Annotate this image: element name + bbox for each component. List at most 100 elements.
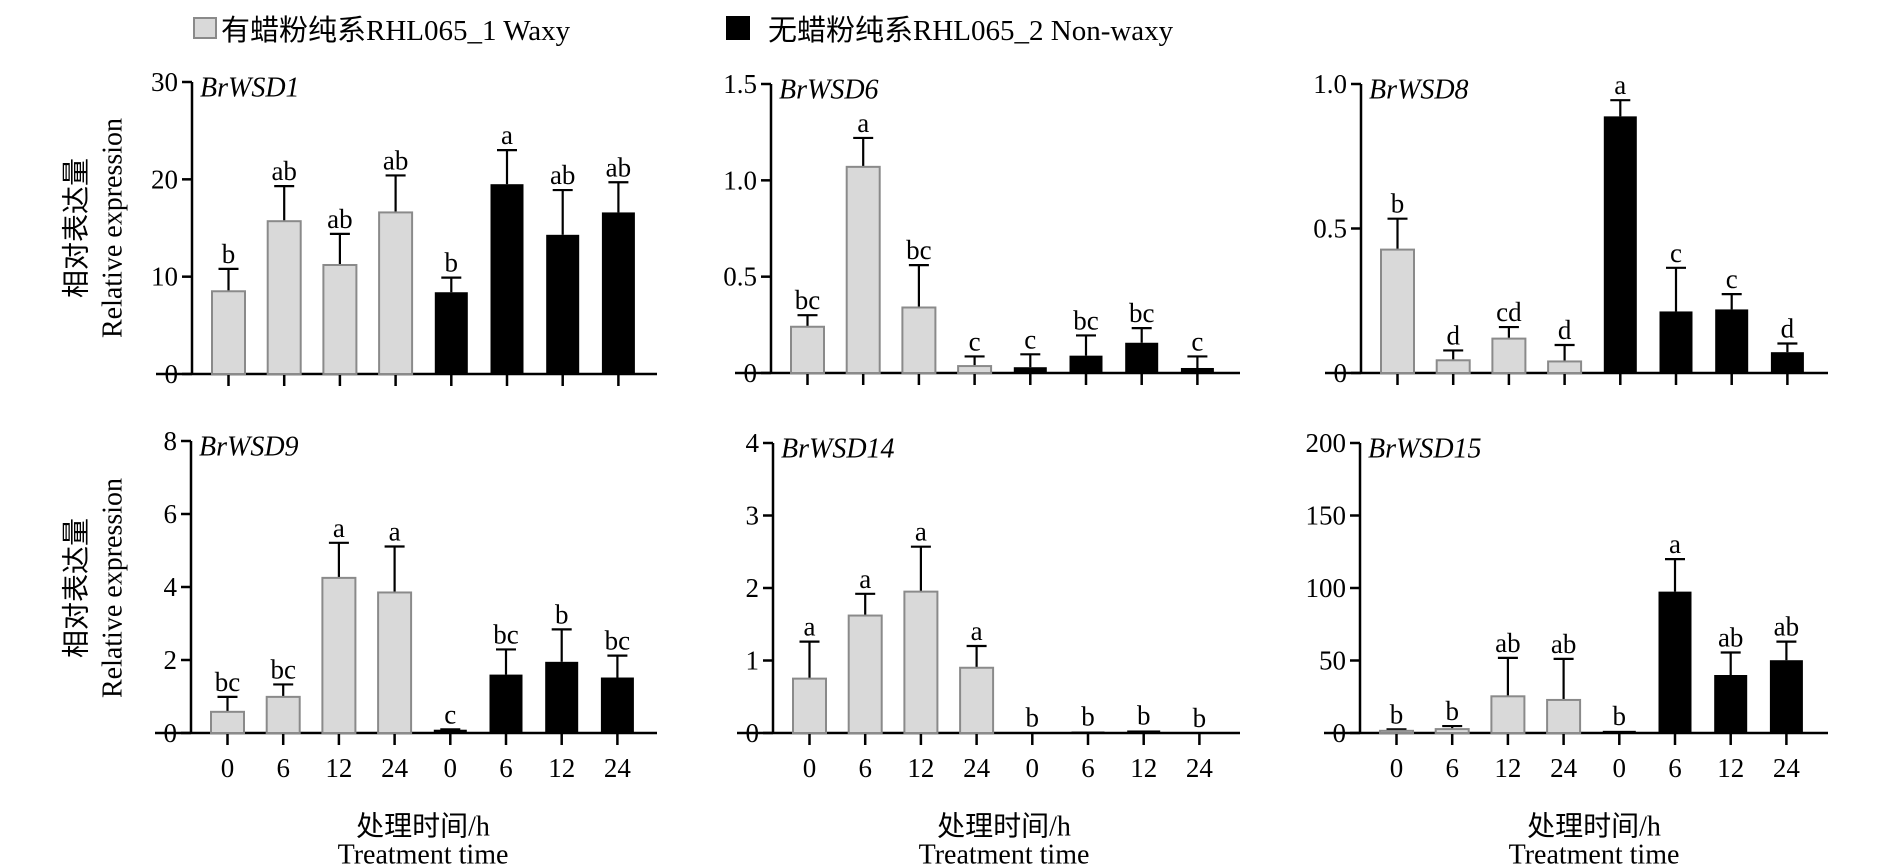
x-tick-label: 6 <box>1445 753 1459 783</box>
bar-nonwaxy <box>1069 355 1103 373</box>
significance-label: bc <box>906 235 932 265</box>
x-label-cn-left: 处理时间/h <box>356 811 490 843</box>
x-tick-label: 24 <box>1773 753 1801 783</box>
y-axis-label-row1-en: Relative expression <box>98 118 129 338</box>
bar-nonwaxy <box>434 292 468 374</box>
legend-label-waxy: 有蜡粉纯系RHL065_1 Waxy <box>221 15 571 47</box>
bar-waxy <box>845 165 881 374</box>
significance-label: bc <box>605 626 631 656</box>
x-label-cn-right: 处理时间/h <box>1527 811 1661 843</box>
y-tick-label: 0 <box>1334 358 1348 388</box>
y-label-cn: 相对表达量 <box>61 518 93 658</box>
x-label-en-middle: Treatment time <box>919 840 1090 867</box>
y-tick-label: 1.0 <box>723 165 757 195</box>
bar-nonwaxy <box>1715 309 1749 373</box>
y-label-cn: 相对表达量 <box>61 158 93 298</box>
significance-label: b <box>445 248 459 278</box>
bar-nonwaxy <box>600 677 634 733</box>
significance-label: a <box>971 616 983 646</box>
y-tick-label: 0.5 <box>1313 214 1347 244</box>
x-label-en-right: Treatment time <box>1509 840 1680 867</box>
x-label-en-left: Treatment time <box>338 840 509 867</box>
bar-waxy <box>792 677 827 734</box>
bar-nonwaxy <box>546 234 580 374</box>
x-tick-label: 6 <box>499 753 513 783</box>
significance-label: ab <box>550 160 575 190</box>
significance-label: a <box>857 108 869 138</box>
y-tick-label: 50 <box>1319 646 1346 676</box>
significance-label: bc <box>1073 305 1099 335</box>
panel-title: BrWSD15 <box>1368 434 1482 465</box>
significance-label: d <box>1781 314 1795 344</box>
x-tick-label: 24 <box>1550 753 1578 783</box>
x-tick-label: 12 <box>1130 753 1157 783</box>
significance-label: ab <box>271 156 296 186</box>
significance-label: c <box>969 326 981 356</box>
significance-label: ab <box>327 204 352 234</box>
bar-nonwaxy <box>1015 732 1049 733</box>
y-tick-label: 30 <box>151 67 178 97</box>
significance-label: a <box>389 516 401 546</box>
y-tick-label: 100 <box>1306 573 1347 603</box>
bar-nonwaxy <box>1602 730 1636 733</box>
significance-label: a <box>1614 70 1626 100</box>
significance-label: b <box>1390 699 1404 729</box>
bar-waxy <box>847 614 883 734</box>
bar-waxy <box>959 666 995 734</box>
significance-label: c <box>1670 238 1682 268</box>
x-tick-label: 24 <box>1186 753 1214 783</box>
y-tick-label: 2 <box>746 573 760 603</box>
significance-label: ab <box>1551 629 1576 659</box>
y-tick-label: 4 <box>164 572 178 602</box>
x-tick-label: 24 <box>963 753 991 783</box>
bar-waxy <box>377 591 413 734</box>
x-tick-label: 0 <box>1613 753 1627 783</box>
bar-waxy <box>1547 360 1583 375</box>
y-axis-label-row1: 相对表达量 <box>61 158 93 298</box>
bar-waxy <box>1380 248 1415 374</box>
bar-waxy <box>1490 695 1526 735</box>
significance-label: b <box>1137 700 1151 730</box>
bar-nonwaxy <box>1127 730 1161 733</box>
bar-nonwaxy <box>1071 731 1105 733</box>
y-axis-label-row2: 相对表达量 <box>61 518 93 658</box>
bar-waxy <box>1546 698 1582 735</box>
bar-waxy <box>1434 728 1470 735</box>
bar-waxy <box>321 576 357 734</box>
bar-nonwaxy <box>1180 367 1214 373</box>
significance-label: a <box>915 517 927 547</box>
y-tick-label: 6 <box>164 499 178 529</box>
y-label-en: Relative expression <box>98 478 129 698</box>
bar-waxy <box>266 220 302 375</box>
significance-label: d <box>1558 315 1572 345</box>
significance-label: cd <box>1496 297 1522 327</box>
x-tick-label: 0 <box>803 753 817 783</box>
significance-label: c <box>444 699 456 729</box>
y-tick-label: 0 <box>746 718 760 748</box>
x-tick-label: 12 <box>548 753 575 783</box>
bar-waxy <box>790 325 825 375</box>
y-tick-label: 8 <box>164 426 178 456</box>
significance-label: a <box>501 120 513 150</box>
bar-nonwaxy <box>489 674 523 733</box>
panel-brwsd1: 0 10 20 30 BrWSD1 b ab ab ab b a ab ab <box>151 67 657 389</box>
significance-label: b <box>1193 703 1207 733</box>
y-tick-label: 150 <box>1306 501 1347 531</box>
x-tick-label: 0 <box>1390 753 1404 783</box>
x-tick-label: 0 <box>444 753 458 783</box>
significance-label: b <box>1613 701 1627 731</box>
significance-label: b <box>1026 703 1040 733</box>
y-tick-label: 0 <box>744 358 758 388</box>
significance-label: ab <box>1495 628 1520 658</box>
x-tick-label: 6 <box>1081 753 1095 783</box>
significance-label: bc <box>270 654 296 684</box>
x-tick-label: 24 <box>381 753 409 783</box>
bar-waxy <box>1491 337 1527 375</box>
bar-waxy <box>901 306 937 375</box>
y-tick-label: 0.5 <box>723 262 757 292</box>
significance-label: b <box>1445 696 1459 726</box>
y-tick-label: 2 <box>164 645 178 675</box>
significance-label: ab <box>1774 612 1799 642</box>
